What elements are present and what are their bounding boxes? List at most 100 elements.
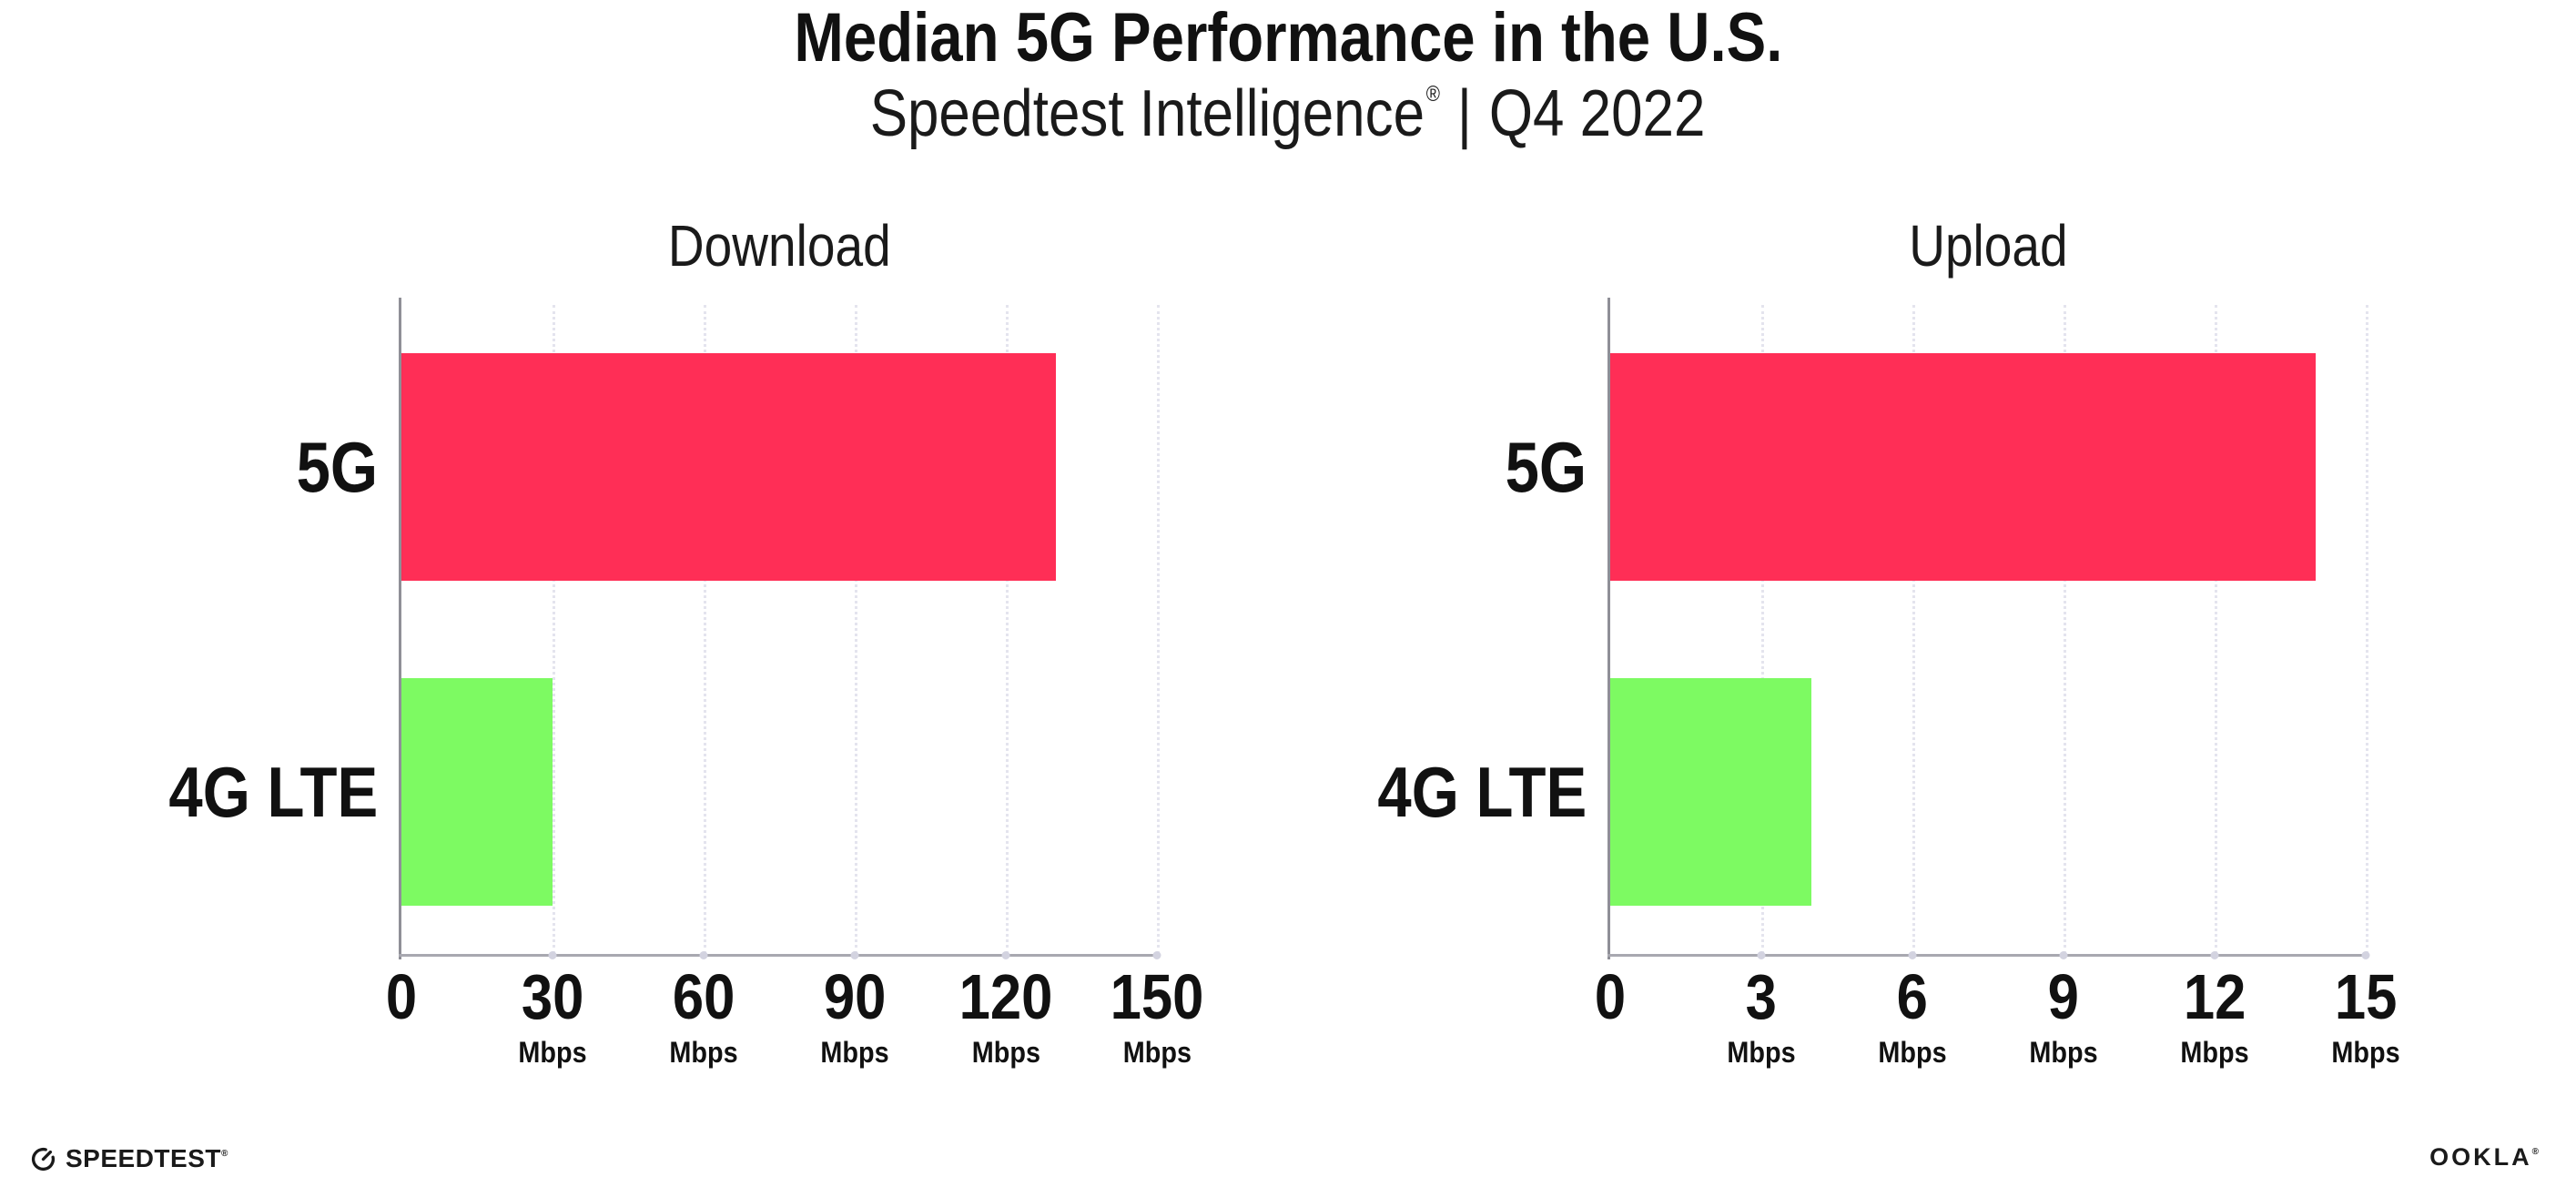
- tick-unit-text: Mbps: [669, 1036, 738, 1069]
- tick-unit: Mbps: [1723, 1038, 1800, 1067]
- tick-unit-text: Mbps: [2331, 1036, 2400, 1069]
- tick-number: 0: [385, 961, 418, 1032]
- speedtest-wordmark-text: SPEEDTEST: [66, 1144, 221, 1172]
- tick-dot: [1757, 951, 1766, 959]
- tick-unit-text: Mbps: [2029, 1036, 2098, 1069]
- tick-unit-text: Mbps: [1727, 1036, 1796, 1069]
- bar-5g-download: [401, 353, 1057, 581]
- tick-unit: Mbps: [2025, 1038, 2102, 1067]
- tick-dot: [699, 951, 708, 959]
- tick-unit: Mbps: [665, 1038, 742, 1067]
- tick-unit: Mbps: [1104, 1038, 1211, 1067]
- upload-chart-title-text: Upload: [1908, 213, 2068, 279]
- download-plot-area: [399, 298, 1161, 959]
- category-label-5g-text: 5G: [1505, 426, 1587, 507]
- tick-unit: Mbps: [2176, 1038, 2253, 1067]
- subtitle-period: Q4 2022: [1489, 77, 1706, 150]
- upload-chart-title: Upload: [1610, 212, 2366, 279]
- speedtest-gauge-icon: [31, 1147, 56, 1171]
- x-tick-30: 30 Mbps: [514, 965, 591, 1067]
- gridline: [855, 305, 857, 954]
- x-tick-6: 6 Mbps: [1874, 965, 1951, 1067]
- download-chart-title-text: Download: [667, 213, 891, 279]
- tick-unit-text: Mbps: [1878, 1036, 1947, 1069]
- tick-dot: [850, 951, 859, 959]
- x-tick-60: 60 Mbps: [665, 965, 742, 1067]
- tick-number: 150: [1110, 961, 1204, 1032]
- speedtest-logo: SPEEDTEST®: [31, 1144, 228, 1173]
- tick-unit: Mbps: [2328, 1038, 2404, 1067]
- category-label-5g-text: 5G: [296, 426, 378, 507]
- y-axis-line: [399, 298, 401, 959]
- x-tick-15: 15 Mbps: [2328, 965, 2404, 1067]
- x-tick-12: 12 Mbps: [2176, 965, 2253, 1067]
- tick-dot: [2210, 951, 2219, 959]
- x-axis-line: [1607, 954, 2367, 957]
- tick-dot: [2361, 951, 2370, 959]
- tick-dot: [2059, 951, 2068, 959]
- tick-unit-text: Mbps: [1122, 1036, 1192, 1069]
- upload-chart: Upload 5G 4G LTE 0 3 M: [1377, 213, 2399, 1067]
- subtitle-brand: Speedtest Intelligence: [870, 77, 1425, 150]
- ookla-wordmark: OOKLA: [2429, 1143, 2532, 1171]
- tick-number: 30: [521, 961, 584, 1032]
- category-label-5g: 5G: [1492, 353, 1587, 581]
- gridline: [1912, 305, 1915, 954]
- gridline: [1006, 305, 1009, 954]
- download-chart-title: Download: [401, 212, 1157, 279]
- category-label-4g-lte: 4G LTE: [135, 678, 378, 906]
- gridline: [704, 305, 706, 954]
- x-tick-120: 120 Mbps: [953, 965, 1060, 1067]
- gridline: [2366, 305, 2368, 954]
- gridline: [2215, 305, 2217, 954]
- x-tick-0: 0: [384, 965, 420, 1029]
- subtitle-text: Speedtest Intelligence® | Q4 2022: [870, 77, 1706, 150]
- category-label-4g-lte-text: 4G LTE: [168, 751, 378, 832]
- gridline: [1157, 305, 1160, 954]
- x-tick-0: 0: [1593, 965, 1628, 1029]
- x-tick-150: 150 Mbps: [1104, 965, 1211, 1067]
- x-tick-3: 3 Mbps: [1723, 965, 1800, 1067]
- y-axis-line: [1607, 298, 1610, 959]
- category-label-4g-lte: 4G LTE: [1344, 678, 1587, 906]
- tick-number: 12: [2183, 961, 2246, 1032]
- tick-number: 90: [823, 961, 887, 1032]
- category-label-4g-lte-text: 4G LTE: [1377, 751, 1587, 832]
- tick-number: 9: [2047, 961, 2080, 1032]
- category-label-5g: 5G: [283, 353, 378, 581]
- registered-trademark-icon: ®: [1426, 82, 1441, 107]
- upload-plot-area: [1607, 298, 2370, 959]
- tick-unit-text: Mbps: [820, 1036, 889, 1069]
- gridline: [1761, 305, 1764, 954]
- bar-5g-upload: [1610, 353, 2316, 581]
- page-title-text: Median 5G Performance in the U.S.: [794, 0, 1782, 76]
- tick-unit-text: Mbps: [2180, 1036, 2249, 1069]
- tick-number: 60: [672, 961, 735, 1032]
- tick-number: 120: [958, 961, 1053, 1032]
- gridline: [553, 305, 555, 954]
- page-title: Median 5G Performance in the U.S.: [0, 2, 2576, 75]
- tick-unit: Mbps: [1874, 1038, 1951, 1067]
- speedtest-registered-mark: ®: [220, 1149, 228, 1159]
- tick-number: 3: [1745, 961, 1778, 1032]
- tick-dot: [1001, 951, 1010, 959]
- x-axis-line: [399, 954, 1158, 957]
- tick-number: 15: [2334, 961, 2398, 1032]
- tick-unit-text: Mbps: [971, 1036, 1040, 1069]
- tick-number: 0: [1594, 961, 1627, 1032]
- tick-unit: Mbps: [953, 1038, 1060, 1067]
- subtitle-separator: |: [1457, 77, 1473, 150]
- tick-unit: Mbps: [816, 1038, 893, 1067]
- tick-dot: [548, 951, 557, 959]
- bar-4g-lte-download: [401, 678, 553, 906]
- x-tick-90: 90 Mbps: [816, 965, 893, 1067]
- page-subtitle: Speedtest Intelligence® | Q4 2022: [0, 77, 2576, 150]
- tick-unit: Mbps: [514, 1038, 591, 1067]
- x-tick-9: 9 Mbps: [2025, 965, 2102, 1067]
- tick-unit-text: Mbps: [518, 1036, 587, 1069]
- download-chart: Download 5G 4G LTE 0 30: [168, 213, 1203, 1067]
- tick-dot: [1908, 951, 1917, 959]
- speedtest-wordmark: SPEEDTEST®: [66, 1144, 228, 1173]
- gridline: [2064, 305, 2066, 954]
